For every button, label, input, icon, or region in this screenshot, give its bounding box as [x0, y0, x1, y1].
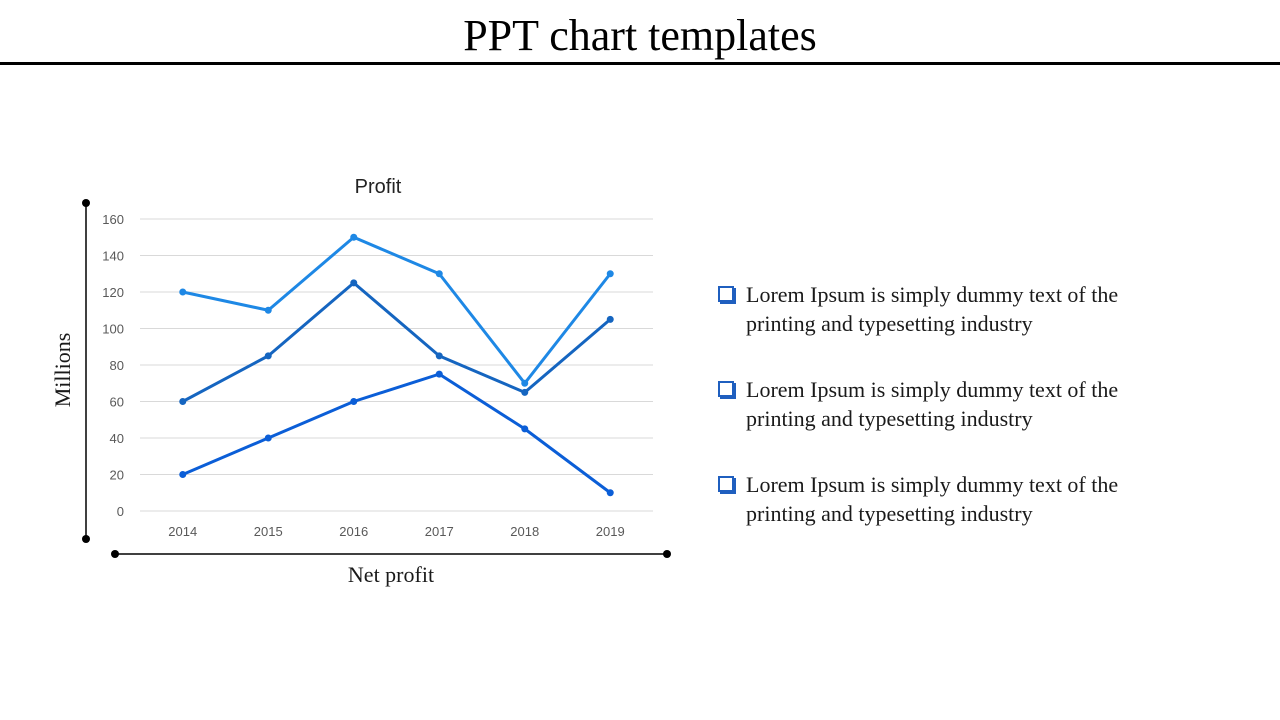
- y-tick-label: 0: [117, 504, 124, 519]
- y-tick-label: 40: [110, 431, 124, 446]
- title-divider: [0, 62, 1280, 65]
- x-tick-label: 2018: [510, 524, 539, 539]
- y-bracket-end-dot: [82, 535, 90, 543]
- data-point: [179, 471, 187, 478]
- series-line: [182, 372, 612, 494]
- x-tick-label: 2019: [596, 524, 625, 539]
- data-point: [179, 288, 187, 296]
- y-bracket-end-dot: [82, 199, 90, 207]
- y-tick-label: 60: [110, 395, 124, 410]
- data-point: [264, 306, 272, 314]
- y-tick-label: 160: [102, 212, 124, 227]
- data-point: [606, 489, 614, 497]
- bullet-item: Lorem Ipsum is simply dummy text of the …: [718, 375, 1158, 433]
- y-tick-label: 80: [110, 358, 124, 373]
- x-tick-label: 2016: [339, 524, 368, 539]
- bullet-list: Lorem Ipsum is simply dummy text of the …: [718, 280, 1158, 565]
- data-point: [521, 379, 529, 387]
- bullet-item: Lorem Ipsum is simply dummy text of the …: [718, 470, 1158, 528]
- data-point: [350, 279, 358, 287]
- bullet-item: Lorem Ipsum is simply dummy text of the …: [718, 280, 1158, 338]
- data-point: [350, 233, 358, 241]
- x-bracket-end-dot: [663, 550, 671, 558]
- data-point: [350, 398, 358, 405]
- y-tick-label: 140: [102, 249, 124, 264]
- x-tick-label: 2015: [254, 524, 283, 539]
- x-bracket-end-dot: [111, 550, 119, 558]
- series-line: [182, 235, 612, 385]
- y-tick-label: 120: [102, 285, 124, 300]
- slide-title: PPT chart templates: [463, 11, 817, 60]
- data-point: [521, 388, 529, 396]
- chart-title: Profit: [355, 176, 402, 198]
- data-point: [521, 425, 529, 433]
- bullet-text: Lorem Ipsum is simply dummy text of the …: [746, 472, 1119, 526]
- checkbox-bullet-icon: [718, 381, 734, 397]
- data-point: [179, 398, 187, 405]
- series-line: [182, 281, 612, 403]
- data-point: [264, 352, 272, 360]
- data-point: [606, 315, 614, 323]
- checkbox-bullet-icon: [718, 476, 734, 492]
- data-point: [264, 434, 272, 442]
- bullet-text: Lorem Ipsum is simply dummy text of the …: [746, 377, 1119, 431]
- x-tick-label: 2014: [168, 524, 197, 539]
- data-point: [435, 270, 443, 278]
- data-point: [435, 352, 443, 360]
- x-axis-label: Net profit: [348, 562, 434, 587]
- data-point: [435, 370, 443, 378]
- y-axis-label: Millions: [50, 333, 75, 408]
- bullet-text: Lorem Ipsum is simply dummy text of the …: [746, 282, 1119, 336]
- checkbox-bullet-icon: [718, 286, 734, 302]
- x-tick-label: 2017: [425, 524, 454, 539]
- data-point: [606, 270, 614, 278]
- y-tick-label: 20: [110, 468, 124, 483]
- y-tick-label: 100: [102, 322, 124, 337]
